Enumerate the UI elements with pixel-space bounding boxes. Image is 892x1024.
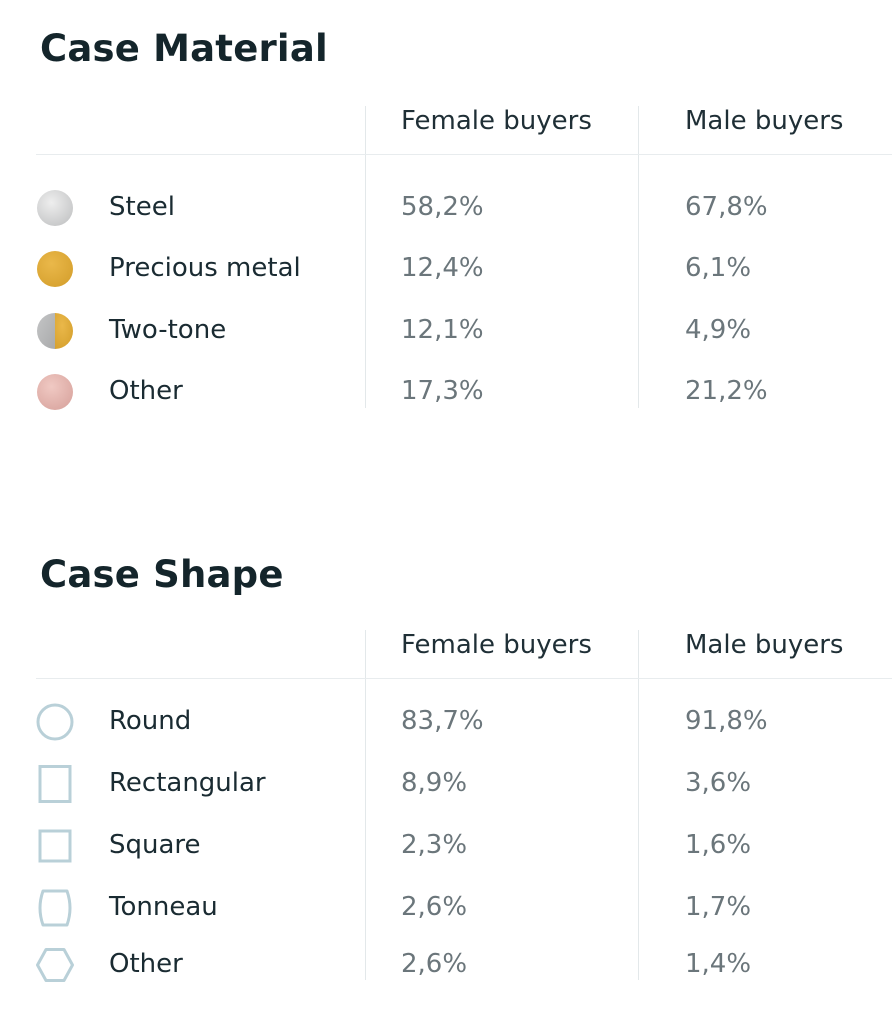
male-value: 1,4% <box>685 949 752 979</box>
other-material-swatch-icon <box>36 373 74 411</box>
row-label: Square <box>109 830 201 860</box>
female-value: 8,9% <box>401 768 468 798</box>
header-divider <box>36 678 892 679</box>
male-value: 6,1% <box>685 253 752 283</box>
table-row: Tonneau 2,6% 1,7% <box>0 888 892 928</box>
column-divider <box>365 106 366 408</box>
header-divider <box>36 154 892 155</box>
section-title: Case Shape <box>40 553 284 596</box>
rectangular-shape-icon <box>36 765 74 803</box>
male-value: 1,7% <box>685 892 752 922</box>
female-value: 2,6% <box>401 949 468 979</box>
steel-swatch-icon <box>36 189 74 227</box>
table-row: Steel 58,2% 67,8% <box>0 188 892 228</box>
case-material-section: Case Material Female buyers Male buyers … <box>0 0 892 440</box>
row-label: Other <box>109 376 183 406</box>
male-value: 21,2% <box>685 376 768 406</box>
female-value: 83,7% <box>401 706 484 736</box>
hexagon-shape-icon <box>36 946 74 984</box>
row-label: Two-tone <box>109 315 227 345</box>
female-value: 2,3% <box>401 830 468 860</box>
table-row: Other 2,6% 1,4% <box>0 945 892 985</box>
female-value: 12,4% <box>401 253 484 283</box>
male-value: 91,8% <box>685 706 768 736</box>
precious-metal-swatch-icon <box>36 250 74 288</box>
male-value: 1,6% <box>685 830 752 860</box>
tonneau-shape-icon <box>36 889 74 927</box>
column-header-female: Female buyers <box>401 630 592 660</box>
male-value: 4,9% <box>685 315 752 345</box>
female-value: 12,1% <box>401 315 484 345</box>
row-label: Other <box>109 949 183 979</box>
column-divider <box>638 630 639 980</box>
table-row: Other 17,3% 21,2% <box>0 372 892 412</box>
round-shape-icon <box>36 703 74 741</box>
column-divider <box>365 630 366 980</box>
table-row: Square 2,3% 1,6% <box>0 826 892 866</box>
row-label: Rectangular <box>109 768 266 798</box>
female-value: 17,3% <box>401 376 484 406</box>
column-header-male: Male buyers <box>685 106 844 136</box>
table-row: Rectangular 8,9% 3,6% <box>0 764 892 804</box>
square-shape-icon <box>36 827 74 865</box>
row-label: Round <box>109 706 192 736</box>
section-title: Case Material <box>40 27 328 70</box>
two-tone-swatch-icon <box>36 312 74 350</box>
column-divider <box>638 106 639 408</box>
male-value: 67,8% <box>685 192 768 222</box>
row-label: Steel <box>109 192 175 222</box>
row-label: Tonneau <box>109 892 218 922</box>
table-row: Two-tone 12,1% 4,9% <box>0 311 892 351</box>
row-label: Precious metal <box>109 253 301 283</box>
column-header-male: Male buyers <box>685 630 844 660</box>
case-shape-section: Case Shape Female buyers Male buyers Rou… <box>0 520 892 1000</box>
female-value: 58,2% <box>401 192 484 222</box>
male-value: 3,6% <box>685 768 752 798</box>
table-row: Round 83,7% 91,8% <box>0 702 892 742</box>
table-row: Precious metal 12,4% 6,1% <box>0 249 892 289</box>
female-value: 2,6% <box>401 892 468 922</box>
column-header-female: Female buyers <box>401 106 592 136</box>
